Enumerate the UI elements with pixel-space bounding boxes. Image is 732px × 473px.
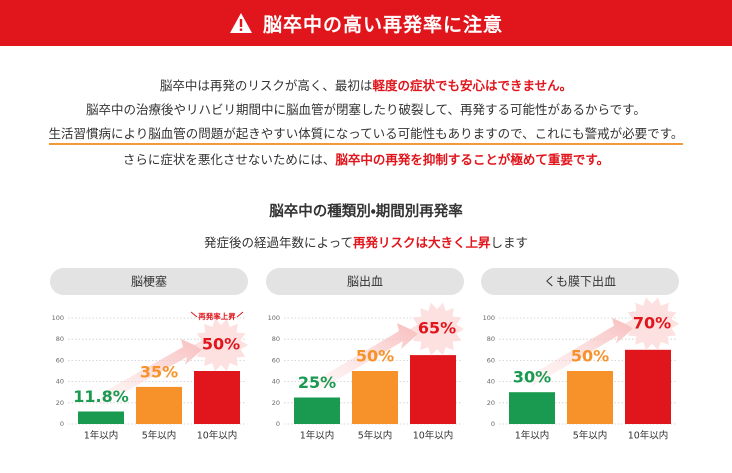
trend-arrow [101, 339, 203, 406]
header-title: 脳卒中の高い再発率に注意 [262, 13, 503, 36]
annotation-tick [236, 311, 244, 318]
value-label: 65% [418, 319, 456, 338]
chart-title: 脳梗塞 [131, 274, 167, 289]
starburst [194, 318, 248, 372]
y-tick-label: 80 [487, 335, 495, 343]
emphasis: 軽度の症状でも安心はできません。 [372, 78, 573, 93]
y-tick-label: 0 [276, 420, 280, 428]
y-tick-label: 20 [56, 399, 64, 407]
charts: 脳梗塞 0 20 40 60 80 100 1年以内 11.8% 5年以内 35% 10年以内 50% 再… [50, 268, 679, 442]
starburst [410, 302, 464, 356]
trend-arrow [532, 317, 634, 387]
x-tick-label: 1年以内 [515, 430, 550, 442]
y-tick-label: 80 [272, 335, 280, 343]
x-tick-label: 1年以内 [300, 430, 335, 442]
y-tick-label: 100 [52, 314, 64, 322]
bar [352, 371, 398, 424]
value-label: 70% [633, 313, 671, 332]
chart: 脳梗塞 0 20 40 60 80 100 1年以内 11.8% 5年以内 35% 10年以内 50% 再… [50, 268, 248, 442]
intro-line: 脳卒中は再発のリスクが高く、最初は軽度の症状でも安心はできません。 [0, 74, 732, 98]
section-title: 脳卒中の種類別・期間別再発率 [269, 204, 463, 220]
chart-header [50, 268, 248, 295]
underlined-text: 生活習慣病により脳血管の問題が起きやすい体質になっている可能性もありますので、こ… [48, 126, 684, 145]
header: 脳卒中の高い再発率に注意 [0, 0, 732, 46]
bar [194, 371, 240, 424]
y-tick-label: 60 [272, 356, 280, 364]
x-tick-label: 10年以内 [413, 430, 454, 442]
bar [567, 371, 613, 424]
y-tick-label: 60 [487, 356, 495, 364]
y-tick-label: 40 [272, 378, 280, 386]
value-label: 30% [513, 368, 551, 387]
annotation: 再発率上昇 [198, 311, 236, 321]
starburst [625, 297, 679, 351]
y-tick-label: 20 [272, 399, 280, 407]
warning-icon [229, 13, 252, 33]
x-tick-label: 5年以内 [573, 430, 608, 442]
chart: 脳出血 0 20 40 60 80 100 1年以内 25% 5年以内 50% 10年以内 65% [266, 268, 464, 442]
chart-title: くも膜下出血 [544, 275, 616, 289]
text: 脳卒中の治療後やリハビリ期間中に脳血管が閉塞したり破裂して、再発する可能性がある… [86, 102, 646, 117]
value-label: 50% [202, 335, 240, 354]
trend-arrow [317, 323, 419, 392]
value-label: 25% [298, 373, 336, 392]
emphasis: 脳卒中の再発を抑制することが極めて重要です。 [335, 152, 610, 167]
value-label: 11.8% [73, 387, 129, 406]
y-tick-label: 40 [56, 378, 64, 386]
x-tick-label: 1年以内 [84, 430, 119, 442]
intro-line: 生活習慣病により脳血管の問題が起きやすい体質になっている可能性もありますので、こ… [0, 122, 732, 146]
bar [410, 355, 456, 424]
text: 脳卒中は再発のリスクが高く、最初は [159, 78, 373, 93]
value-label: 50% [571, 347, 609, 366]
text: します [490, 235, 529, 250]
y-tick-label: 100 [268, 314, 280, 322]
value-label: 35% [140, 362, 178, 381]
bar [136, 386, 182, 424]
bar [78, 411, 124, 424]
y-tick-label: 100 [483, 314, 495, 322]
y-tick-label: 0 [60, 420, 64, 428]
emphasis: 再発リスクは大きく上昇 [352, 235, 491, 250]
x-tick-label: 10年以内 [197, 430, 238, 442]
intro-line: 脳卒中の治療後やリハビリ期間中に脳血管が閉塞したり破裂して、再発する可能性がある… [0, 98, 732, 122]
x-tick-label: 10年以内 [628, 430, 669, 442]
annotation-tick [190, 311, 198, 318]
text: 発症後の経過年数によって [203, 235, 353, 250]
section-subtitle: 発症後の経過年数によって再発リスクは大きく上昇します [0, 232, 732, 251]
x-tick-label: 5年以内 [358, 430, 393, 442]
y-tick-label: 20 [487, 399, 495, 407]
chart: くも膜下出血 0 20 40 60 80 100 1年以内 30% 5年以内 50% 10年以内 70% [481, 268, 679, 442]
bar [625, 349, 671, 424]
x-tick-label: 5年以内 [142, 430, 177, 442]
intro: 脳卒中は再発のリスクが高く、最初は軽度の症状でも安心はできません。 脳卒中の治療… [0, 74, 732, 172]
chart-header [266, 268, 464, 295]
y-tick-label: 40 [487, 378, 495, 386]
y-tick-label: 80 [56, 335, 64, 343]
y-tick-label: 0 [491, 420, 495, 428]
bar [294, 397, 340, 424]
intro-line: さらに症状を悪化させないためには、脳卒中の再発を抑制することが極めて重要です。 [0, 148, 732, 172]
text: さらに症状を悪化させないためには、 [122, 152, 336, 167]
chart-header [481, 268, 679, 295]
chart-title: 脳出血 [347, 275, 383, 289]
y-tick-label: 60 [56, 356, 64, 364]
bar [509, 392, 555, 424]
value-label: 50% [356, 347, 394, 366]
